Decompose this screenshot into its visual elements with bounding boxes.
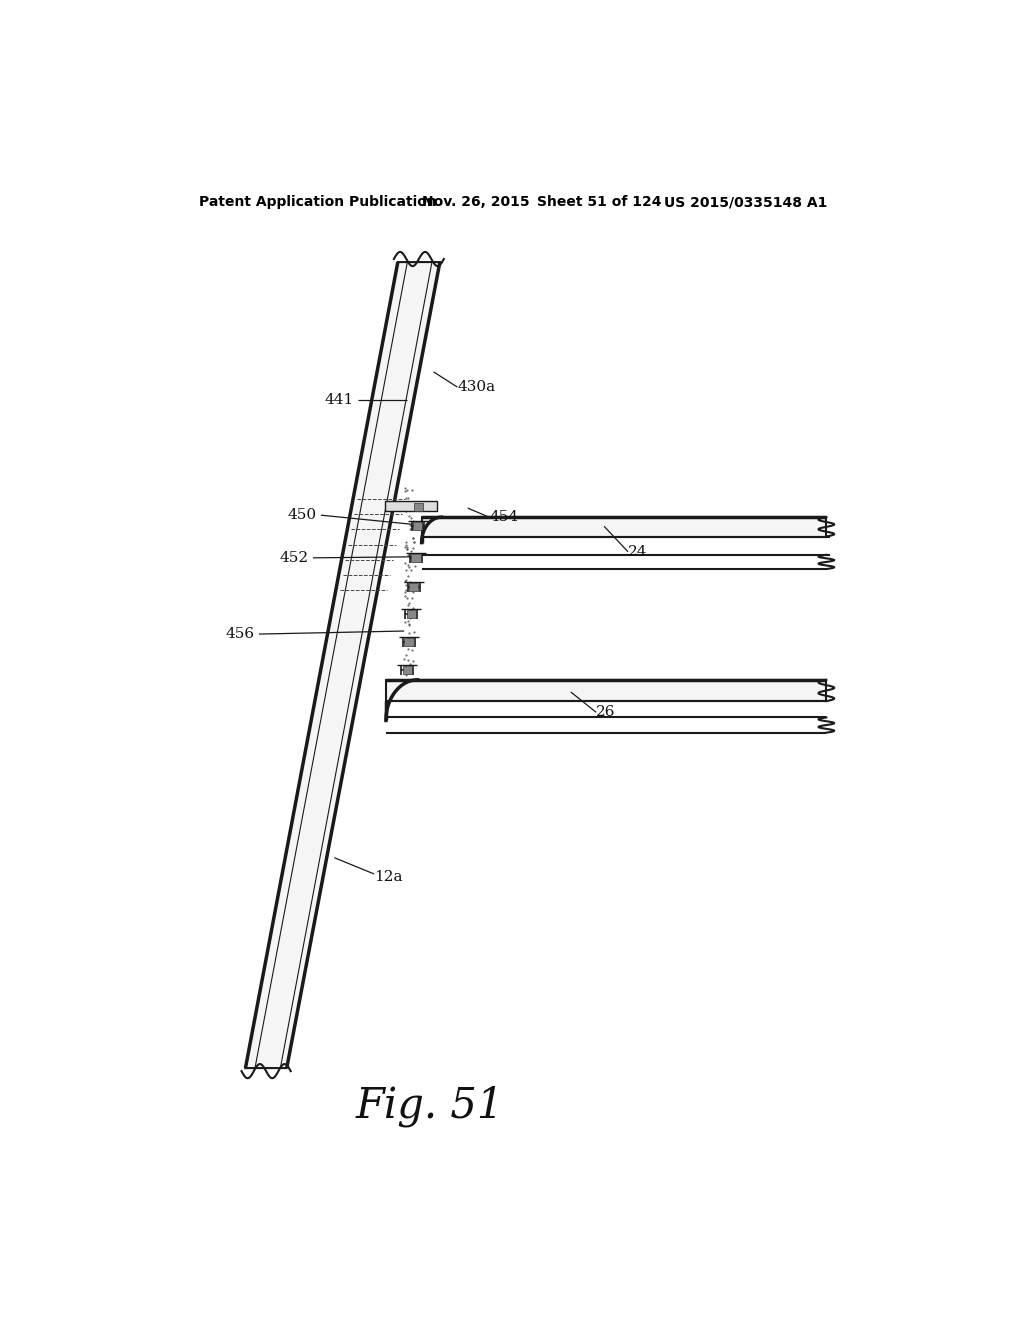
Polygon shape — [404, 638, 414, 647]
Text: 430a: 430a — [458, 380, 496, 395]
Polygon shape — [246, 263, 440, 1068]
Text: Sheet 51 of 124: Sheet 51 of 124 — [537, 195, 662, 209]
Text: 441: 441 — [325, 393, 354, 408]
Text: Nov. 26, 2015: Nov. 26, 2015 — [422, 195, 529, 209]
Polygon shape — [413, 523, 423, 531]
Text: 24: 24 — [628, 545, 647, 558]
Polygon shape — [386, 680, 826, 701]
Polygon shape — [412, 554, 421, 562]
Polygon shape — [422, 517, 826, 536]
Polygon shape — [402, 665, 412, 673]
Text: 26: 26 — [596, 705, 615, 719]
Text: 452: 452 — [280, 550, 309, 565]
Polygon shape — [409, 583, 419, 591]
Text: Patent Application Publication: Patent Application Publication — [200, 195, 437, 209]
Text: 454: 454 — [489, 511, 518, 524]
Polygon shape — [385, 500, 437, 511]
Text: 450: 450 — [288, 508, 316, 523]
Text: US 2015/0335148 A1: US 2015/0335148 A1 — [664, 195, 827, 209]
Text: 456: 456 — [226, 627, 255, 642]
Text: 12a: 12a — [374, 870, 402, 884]
Text: Fig. 51: Fig. 51 — [355, 1085, 504, 1127]
Polygon shape — [407, 610, 416, 618]
Polygon shape — [414, 503, 423, 511]
